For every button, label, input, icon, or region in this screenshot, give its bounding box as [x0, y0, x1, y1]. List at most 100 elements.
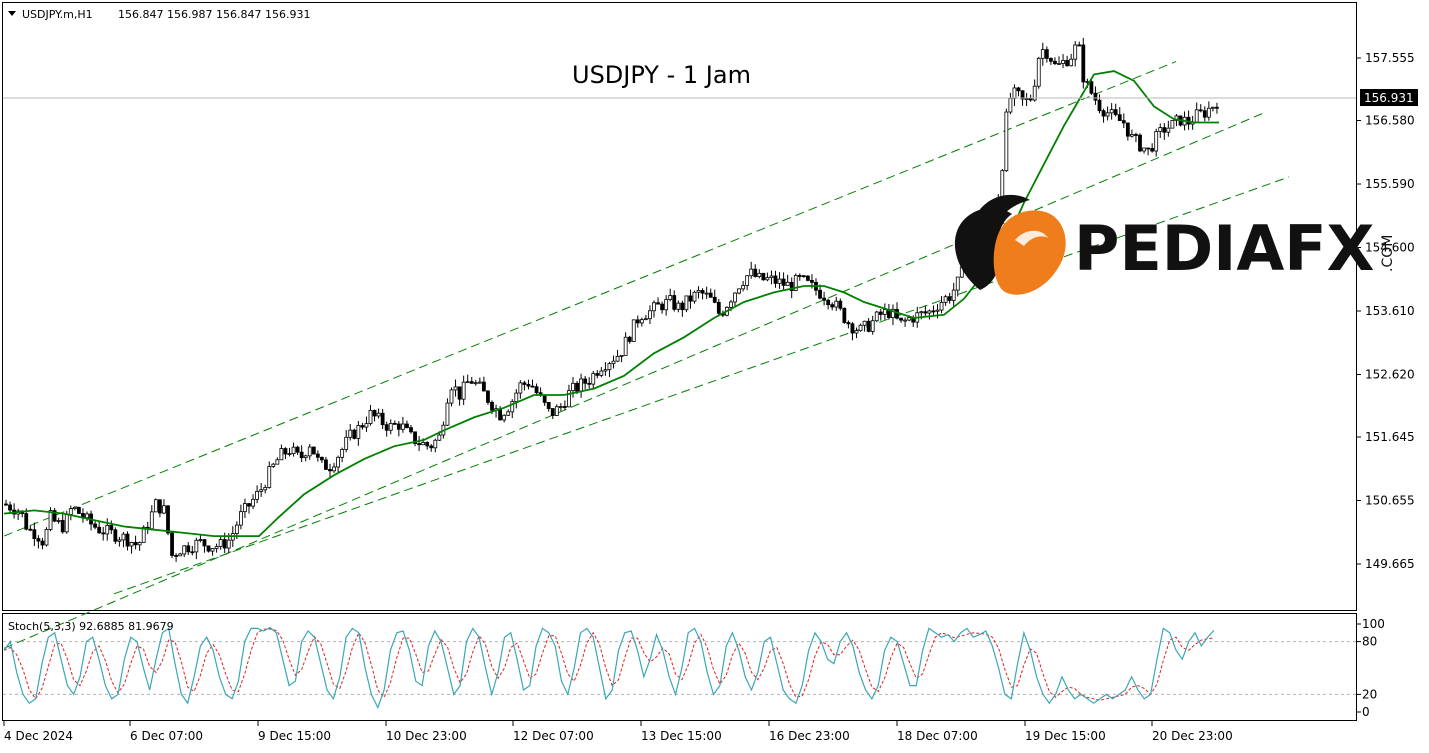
candle-body — [174, 555, 179, 557]
channel-line-lower — [113, 176, 1290, 595]
stoch-label: Stoch(5,3,3) 92.6885 81.9679 — [8, 620, 174, 633]
candle-body — [611, 360, 616, 365]
channel-line-upper — [3, 61, 1177, 537]
candle-body — [477, 381, 482, 384]
candle-body — [846, 322, 851, 325]
candle-body — [162, 505, 166, 514]
candle-body — [615, 355, 620, 362]
candle-body — [631, 319, 636, 342]
candle-body — [251, 498, 255, 507]
logo-highlight-icon — [1015, 230, 1048, 246]
candle-body — [1020, 90, 1025, 100]
stoch-tick-label: 0 — [1362, 705, 1370, 719]
candle-body — [4, 503, 8, 506]
candle-body — [1097, 99, 1102, 112]
candle-body — [745, 275, 750, 286]
candle-body — [619, 355, 624, 357]
candle-body — [400, 423, 405, 430]
candle-body — [688, 295, 693, 302]
candle-body — [1061, 60, 1065, 64]
candle-body — [234, 524, 239, 534]
candle-body — [664, 299, 669, 311]
candle-body — [1049, 57, 1053, 62]
candle-body — [425, 442, 430, 447]
candle-body — [413, 431, 417, 444]
candle-body — [534, 386, 539, 394]
candle-body — [1202, 110, 1207, 118]
stoch-tick-label: 80 — [1362, 635, 1377, 649]
candle-body — [255, 490, 260, 500]
candle-body — [704, 292, 709, 295]
candle-body — [1016, 87, 1021, 92]
x-tick-label: 20 Dec 23:00 — [1152, 729, 1233, 743]
candle-body — [789, 281, 794, 291]
candle-body — [1154, 131, 1159, 152]
y-tick-label: 157.555 — [1365, 51, 1415, 65]
current-price-line: 156.931 — [3, 89, 1418, 107]
y-tick-label: 150.655 — [1365, 493, 1415, 507]
logo-orange-drop-icon — [993, 210, 1066, 295]
ohlc-header: 156.847 156.987 156.847 156.931 — [118, 8, 310, 21]
dropdown-triangle-icon[interactable] — [8, 11, 16, 16]
candle-body — [1073, 44, 1078, 60]
candle-body — [303, 455, 308, 459]
candle-body — [332, 466, 336, 472]
ma-line — [3, 70, 1219, 537]
candle-body — [97, 526, 102, 534]
candle-body — [328, 469, 332, 472]
candle-body — [190, 551, 195, 554]
candle-body — [1211, 106, 1215, 109]
candle-body — [842, 307, 847, 323]
candle-body — [36, 538, 41, 542]
candle-body — [955, 276, 960, 291]
candle-body — [684, 295, 689, 311]
candle-body — [117, 539, 122, 542]
candle-body — [648, 310, 652, 320]
candle-body — [558, 406, 563, 408]
candle-body — [486, 390, 490, 403]
y-tick-label: 153.610 — [1365, 304, 1415, 318]
candle-body — [571, 382, 575, 392]
candle-body — [737, 288, 741, 294]
candle-body — [514, 392, 519, 402]
candle-body — [729, 301, 733, 308]
candle-body — [348, 429, 353, 438]
candle-body — [133, 542, 138, 546]
candle-body — [603, 369, 608, 372]
candle-body — [769, 275, 774, 279]
candle-body — [1215, 106, 1219, 109]
candle-body — [1089, 81, 1094, 94]
regression-channel — [3, 61, 1290, 649]
candle-body — [243, 503, 247, 513]
candle-body — [28, 528, 33, 531]
candle-body — [247, 503, 251, 507]
candle-body — [319, 456, 324, 461]
stoch-tick-label: 100 — [1362, 617, 1385, 631]
candle-body — [186, 545, 191, 553]
candle-body — [473, 382, 478, 385]
candle-body — [178, 553, 183, 557]
x-tick-label: 6 Dec 07:00 — [130, 729, 203, 743]
stochastic-oscillator: 100 80 20 0 — [3, 617, 1385, 719]
candle-body — [692, 291, 697, 302]
candle-body — [858, 324, 863, 332]
candle-body — [639, 319, 644, 324]
candle-body — [368, 410, 373, 425]
candle-body — [591, 373, 596, 385]
candle-body — [469, 381, 474, 384]
candle-body — [356, 425, 361, 439]
candle-body — [838, 300, 843, 309]
candle-body — [380, 412, 385, 426]
x-tick-label: 4 Dec 2024 — [4, 729, 73, 743]
candle-body — [563, 406, 567, 408]
candle-body — [741, 285, 745, 290]
candle-body — [943, 296, 948, 303]
x-tick-label: 18 Dec 07:00 — [897, 729, 978, 743]
candle-body — [785, 281, 790, 286]
candle-body — [279, 448, 284, 461]
price-tag-bg — [1360, 89, 1418, 107]
candle-body — [360, 425, 365, 428]
y-tick-label: 154.600 — [1365, 241, 1415, 255]
